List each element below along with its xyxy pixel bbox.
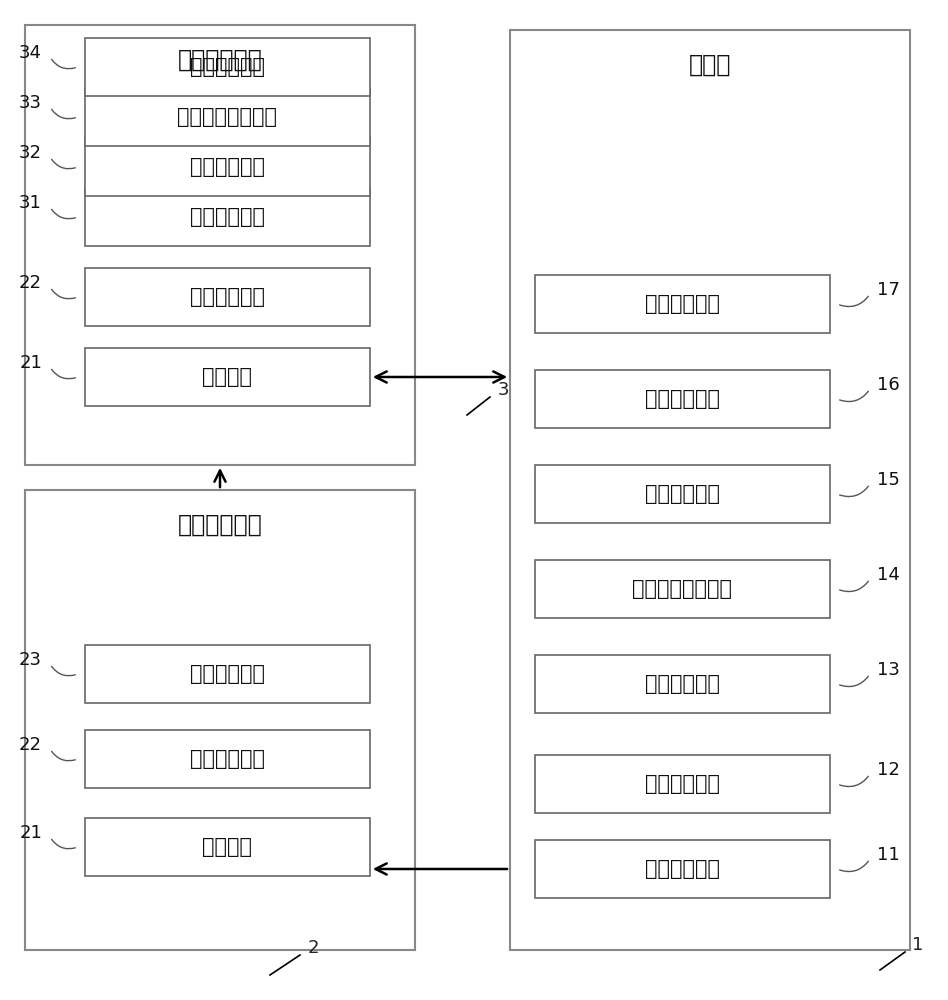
Text: 17: 17 [877, 281, 900, 299]
Text: 第三接收模块: 第三接收模块 [645, 389, 720, 409]
Text: 第二接收模块: 第二接收模块 [190, 664, 265, 684]
Text: 34: 34 [19, 44, 42, 62]
Text: 16: 16 [877, 376, 900, 394]
Text: 第二认证模块: 第二认证模块 [645, 294, 720, 314]
Text: 服务器: 服务器 [689, 53, 731, 77]
Text: 第一接收模块: 第一接收模块 [645, 859, 720, 879]
Text: 3: 3 [498, 381, 509, 399]
Bar [85, 818, 370, 876]
Text: 记录模块: 记录模块 [203, 837, 252, 857]
Bar [85, 188, 370, 246]
Text: 14: 14 [877, 566, 900, 584]
Bar [535, 560, 830, 618]
Bar [85, 38, 370, 96]
Bar [85, 730, 370, 788]
Text: 31: 31 [19, 194, 42, 212]
Text: 密码转换条码模块: 密码转换条码模块 [632, 579, 733, 599]
Bar [25, 490, 415, 950]
Bar [85, 88, 370, 146]
Text: 22: 22 [19, 274, 42, 292]
Text: 第二发送模块: 第二发送模块 [645, 484, 720, 504]
Text: 第二用户终端: 第二用户终端 [177, 48, 263, 72]
Bar [85, 645, 370, 703]
Bar [85, 138, 370, 196]
Text: 记录模块: 记录模块 [203, 367, 252, 387]
Text: 1: 1 [912, 936, 923, 954]
Text: 22: 22 [19, 736, 42, 754]
Bar [510, 30, 910, 950]
Text: 32: 32 [19, 144, 42, 162]
Text: 2: 2 [308, 939, 319, 957]
Bar [535, 370, 830, 428]
Text: 密码生成模块: 密码生成模块 [645, 674, 720, 694]
Text: 13: 13 [877, 661, 900, 679]
Bar [535, 275, 830, 333]
Text: 33: 33 [19, 94, 42, 112]
Text: 15: 15 [877, 471, 900, 489]
Text: 第三发送模块: 第三发送模块 [190, 57, 265, 77]
Text: 23: 23 [19, 651, 42, 669]
Text: 条码获取模块: 条码获取模块 [190, 207, 265, 227]
Bar [535, 655, 830, 713]
Text: 条码转换密码模块: 条码转换密码模块 [177, 107, 278, 127]
Bar [535, 465, 830, 523]
Bar [85, 348, 370, 406]
Text: 21: 21 [19, 354, 42, 372]
Text: 11: 11 [877, 846, 900, 864]
Text: 第一用户终端: 第一用户终端 [177, 513, 263, 537]
Bar [85, 268, 370, 326]
Text: 12: 12 [877, 761, 900, 779]
Text: 第一发送模块: 第一发送模块 [190, 749, 265, 769]
Text: 第一认证模块: 第一认证模块 [645, 774, 720, 794]
Bar [535, 755, 830, 813]
Bar [535, 840, 830, 898]
Text: 第一发送模块: 第一发送模块 [190, 287, 265, 307]
Bar [25, 25, 415, 465]
Text: 21: 21 [19, 824, 42, 842]
Text: 条码识别模块: 条码识别模块 [190, 157, 265, 177]
